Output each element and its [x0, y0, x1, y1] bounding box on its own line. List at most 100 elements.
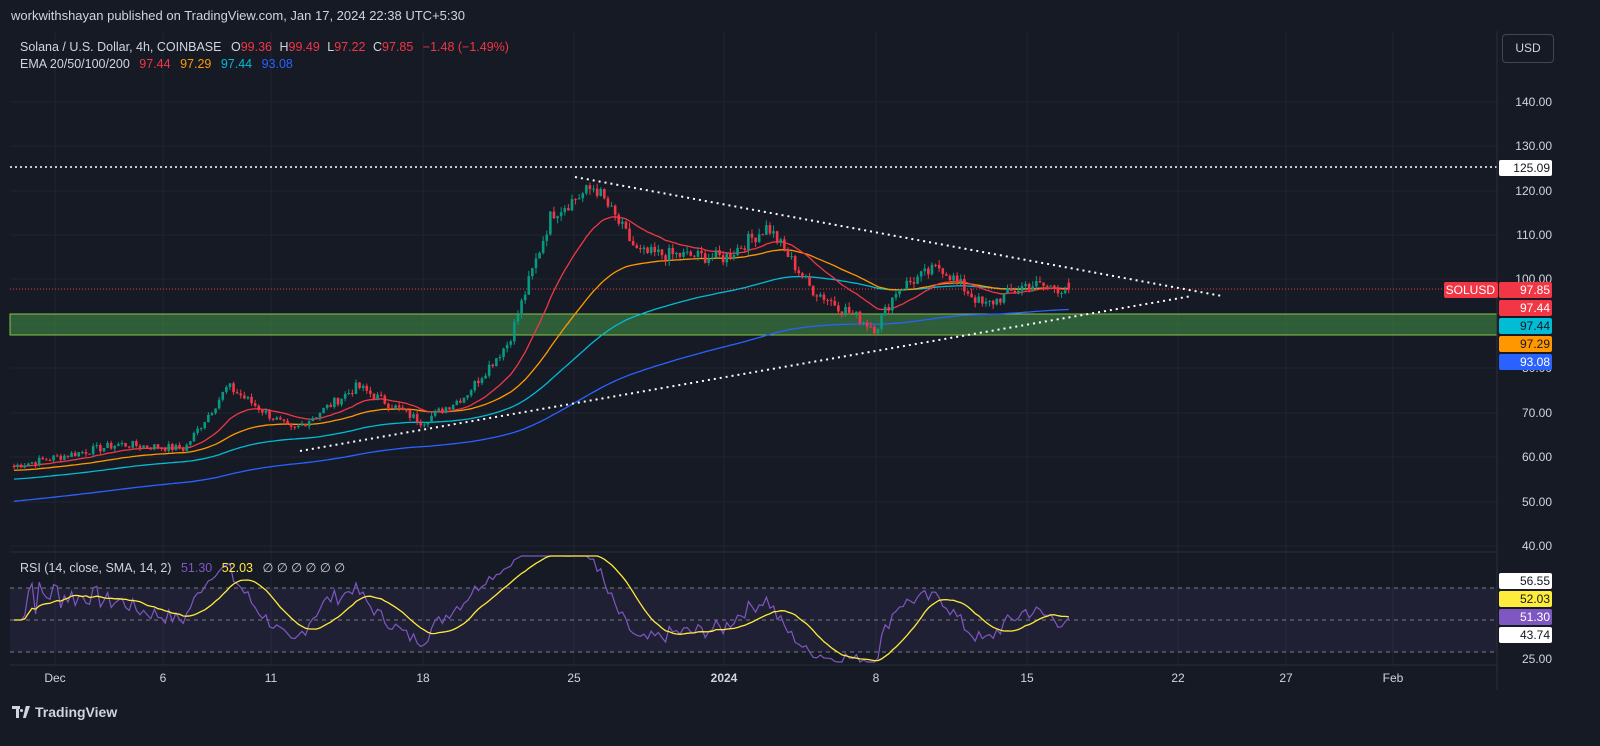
candle-body: [916, 276, 919, 284]
candle-body: [930, 264, 934, 275]
currency-button[interactable]: USD: [1502, 34, 1554, 63]
candle-body: [181, 448, 185, 451]
ema-legend[interactable]: EMA 20/50/100/200 97.44 97.29 97.44 93.0…: [20, 57, 293, 71]
candle-body: [563, 208, 567, 213]
candle-body: [257, 405, 261, 410]
candle-body: [851, 312, 855, 314]
candle-body: [412, 414, 415, 418]
candle-body: [185, 444, 189, 451]
rsi-band: [10, 588, 1497, 652]
candle-body: [113, 445, 117, 449]
candle-body: [1013, 290, 1017, 293]
candle-body: [552, 211, 556, 219]
ohlc-legend[interactable]: Solana / U.S. Dollar, 4h, COINBASE O99.3…: [20, 40, 509, 54]
low-value: 97.22: [334, 40, 366, 54]
candle-body: [765, 225, 768, 235]
candle-body: [718, 250, 721, 256]
candle-body: [282, 419, 286, 421]
candle-body: [642, 247, 646, 250]
candle-body: [163, 448, 167, 451]
candle-body: [588, 185, 592, 190]
candle-body: [959, 278, 963, 281]
candle-body: [786, 248, 790, 257]
candle-body: [732, 255, 736, 259]
candle-body: [779, 239, 783, 243]
candle-body: [894, 294, 898, 298]
candle-body: [30, 462, 34, 464]
candle-body: [682, 251, 685, 257]
publish-info: workwithshayan published on TradingView.…: [11, 8, 465, 23]
chart-frame[interactable]: [10, 31, 1595, 691]
candle-body: [95, 445, 99, 447]
candle-body: [297, 425, 300, 428]
candle-body: [783, 239, 786, 249]
candle-body: [394, 405, 397, 409]
candle-body: [527, 276, 531, 295]
candle-body: [221, 391, 225, 400]
candle-body: [995, 298, 999, 305]
tradingview-logo[interactable]: TradingView: [12, 704, 117, 720]
candle-body: [606, 198, 610, 207]
candle-body: [279, 417, 282, 420]
candle-body: [721, 255, 725, 263]
candle-body: [12, 466, 16, 467]
rsi-value-label: 51.30: [1520, 610, 1550, 624]
candle-body: [639, 248, 642, 250]
candle-body: [196, 428, 199, 433]
candle-body: [523, 294, 527, 301]
candle-body: [761, 234, 765, 236]
time-tick: 18: [416, 671, 430, 685]
candle-body: [743, 248, 747, 250]
candle-body: [613, 205, 617, 215]
candle-body: [192, 432, 196, 442]
candle-body: [703, 253, 707, 263]
candle-body: [664, 255, 667, 261]
candle-body: [415, 414, 419, 423]
candle-body: [376, 394, 379, 400]
upper-trendline: [574, 176, 1223, 297]
candle-body: [945, 274, 948, 276]
open-value: 99.36: [240, 40, 272, 54]
candle-body: [901, 289, 905, 291]
lower-trendline: [299, 295, 1193, 452]
candle-body: [585, 185, 588, 194]
candle-body: [948, 275, 952, 281]
candle-body: [963, 278, 966, 292]
candle-body: [462, 397, 466, 403]
candle-body: [210, 413, 214, 415]
ema200-price-label: 93.08: [1520, 355, 1550, 369]
candle-body: [811, 285, 815, 296]
candle-body: [495, 358, 498, 367]
candle-body: [379, 394, 383, 396]
candle-body: [747, 233, 750, 250]
time-tick: 11: [265, 671, 278, 685]
level-price-label: 125.09: [1513, 161, 1550, 175]
candle-body: [966, 291, 970, 294]
candle-body: [822, 294, 826, 300]
price-tick: 130.00: [1515, 139, 1552, 153]
candle-body: [340, 398, 343, 405]
candle-body: [505, 344, 509, 349]
candle-body: [541, 240, 545, 253]
candles: [12, 182, 1071, 469]
candle-body: [70, 452, 73, 458]
candle-body: [801, 273, 804, 278]
time-axis[interactable]: Dec 6 11 18 25 2024 8 15 22 27 Feb: [44, 671, 1403, 685]
price-axis[interactable]: 140.00 130.00 120.00 110.00 100.00 80.00…: [1515, 95, 1552, 553]
candle-body: [1060, 292, 1063, 294]
candle-body: [160, 448, 163, 450]
candle-body: [595, 188, 599, 196]
candle-body: [1002, 293, 1006, 303]
footer: [0, 696, 1600, 746]
rsi-legend[interactable]: RSI (14, close, SMA, 14, 2) 51.30 52.03 …: [20, 560, 345, 575]
candle-body: [351, 392, 354, 395]
candle-body: [387, 403, 390, 409]
candle-body: [91, 446, 95, 455]
candle-body: [837, 305, 840, 312]
candle-body: [534, 258, 538, 269]
candle-body: [433, 410, 437, 416]
candle-body: [23, 465, 27, 468]
candle-body: [549, 211, 552, 235]
candle-body: [693, 255, 696, 257]
